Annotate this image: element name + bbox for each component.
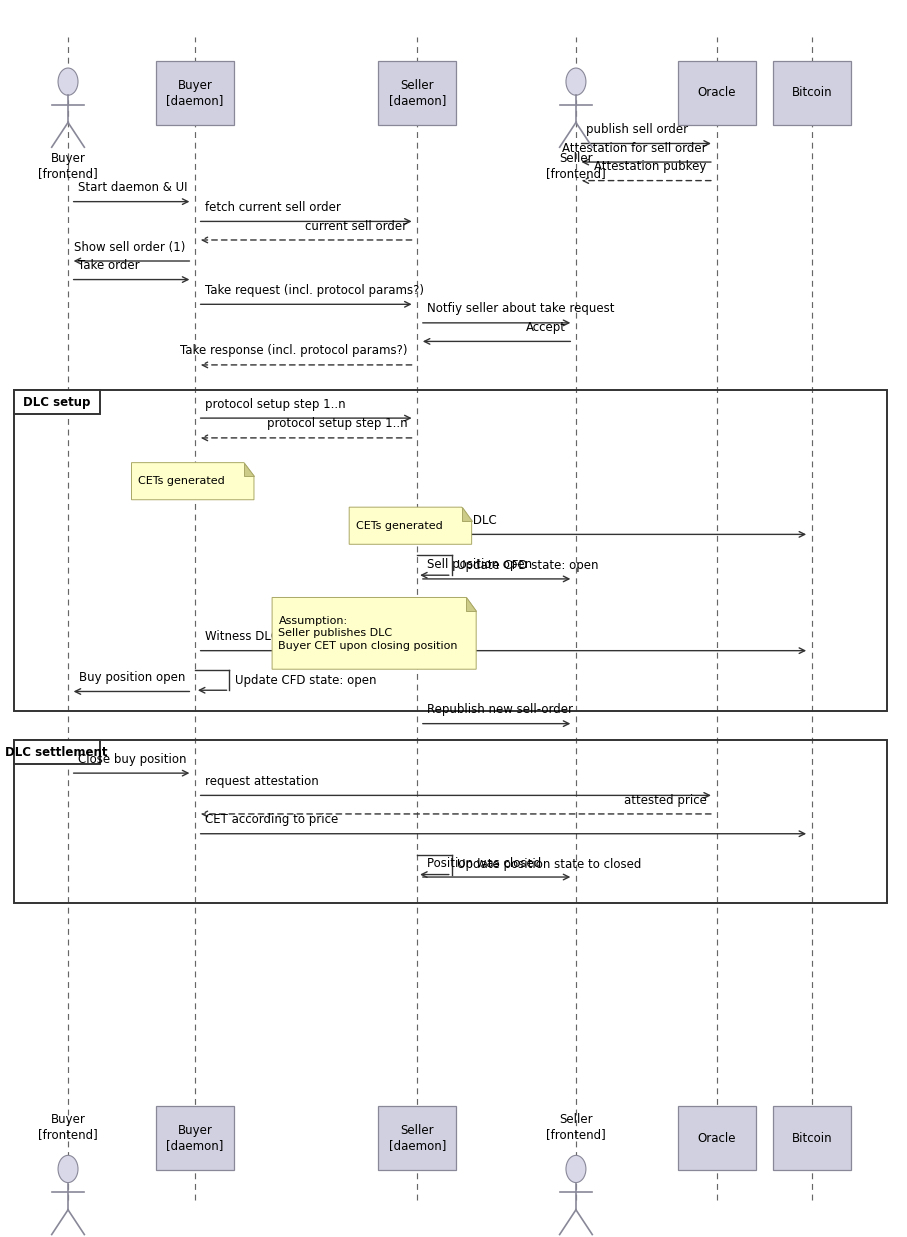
- Text: Start daemon & UI: Start daemon & UI: [78, 181, 188, 194]
- FancyBboxPatch shape: [378, 61, 456, 125]
- Text: Update position state to closed: Update position state to closed: [457, 858, 641, 871]
- Text: Take response (incl. protocol params?): Take response (incl. protocol params?): [180, 344, 407, 357]
- Polygon shape: [244, 463, 254, 476]
- Text: request attestation: request attestation: [205, 774, 318, 788]
- Text: Assumption:
Seller publishes DLC
Buyer CET upon closing position: Assumption: Seller publishes DLC Buyer C…: [278, 616, 458, 651]
- Text: DLC setup: DLC setup: [23, 396, 91, 408]
- Text: Close buy position: Close buy position: [78, 752, 187, 766]
- Text: Seller
[daemon]: Seller [daemon]: [388, 1124, 446, 1152]
- Text: Sell position open: Sell position open: [427, 558, 532, 571]
- FancyBboxPatch shape: [156, 1106, 234, 1170]
- Circle shape: [58, 1155, 78, 1183]
- Text: Update CFD state: open: Update CFD state: open: [235, 674, 376, 687]
- Text: Position was closed: Position was closed: [427, 856, 541, 870]
- Text: protocol setup step 1..n: protocol setup step 1..n: [267, 417, 407, 430]
- FancyBboxPatch shape: [678, 61, 756, 125]
- Text: Seller
[daemon]: Seller [daemon]: [388, 79, 446, 106]
- Polygon shape: [466, 597, 476, 611]
- Text: Bitcoin: Bitcoin: [792, 87, 832, 99]
- FancyBboxPatch shape: [773, 1106, 851, 1170]
- Text: publish sell order: publish sell order: [586, 122, 688, 136]
- Text: Accept: Accept: [526, 320, 566, 334]
- Text: Notfiy seller about take request: Notfiy seller about take request: [427, 302, 615, 315]
- Text: protocol setup step 1..n: protocol setup step 1..n: [205, 397, 346, 411]
- Polygon shape: [14, 740, 100, 764]
- Text: attested price: attested price: [624, 793, 707, 807]
- Text: Publish DLC: Publish DLC: [427, 513, 497, 527]
- FancyBboxPatch shape: [156, 61, 234, 125]
- Text: Buyer
[daemon]: Buyer [daemon]: [166, 79, 224, 106]
- Text: Seller
[frontend]: Seller [frontend]: [546, 152, 606, 181]
- Text: CETs generated: CETs generated: [356, 521, 443, 531]
- Text: Buyer
[daemon]: Buyer [daemon]: [166, 1124, 224, 1152]
- Text: CETs generated: CETs generated: [138, 476, 225, 486]
- Bar: [14, 390, 887, 711]
- Text: Seller
[frontend]: Seller [frontend]: [546, 1113, 606, 1142]
- Text: fetch current sell order: fetch current sell order: [205, 200, 341, 214]
- Text: current sell order: current sell order: [305, 219, 407, 233]
- Polygon shape: [349, 507, 472, 544]
- Text: Republish new sell-order: Republish new sell-order: [427, 703, 573, 716]
- Polygon shape: [462, 507, 472, 521]
- Text: Bitcoin: Bitcoin: [792, 1132, 832, 1144]
- Text: Buyer
[frontend]: Buyer [frontend]: [38, 1113, 98, 1142]
- Text: Witness DLC: Witness DLC: [205, 630, 279, 643]
- Text: Attestation pubkey: Attestation pubkey: [594, 160, 707, 173]
- Text: Attestation for sell order: Attestation for sell order: [562, 141, 707, 155]
- Text: Oracle: Oracle: [697, 1132, 736, 1144]
- Text: Take order: Take order: [78, 259, 140, 272]
- Text: Show sell order (1): Show sell order (1): [73, 240, 185, 254]
- Text: Buy position open: Buy position open: [79, 670, 185, 684]
- Text: Take request (incl. protocol params?): Take request (incl. protocol params?): [205, 283, 424, 297]
- Polygon shape: [272, 597, 476, 669]
- Text: Oracle: Oracle: [697, 87, 736, 99]
- Text: Update CFD state: open: Update CFD state: open: [457, 559, 599, 571]
- Text: DLC settlement: DLC settlement: [5, 746, 108, 758]
- FancyBboxPatch shape: [378, 1106, 456, 1170]
- Polygon shape: [132, 463, 254, 500]
- Text: CET according to price: CET according to price: [205, 813, 338, 826]
- FancyBboxPatch shape: [773, 61, 851, 125]
- Circle shape: [566, 1155, 586, 1183]
- Bar: [14, 740, 887, 903]
- FancyBboxPatch shape: [678, 1106, 756, 1170]
- Circle shape: [566, 68, 586, 95]
- Circle shape: [58, 68, 78, 95]
- Text: Buyer
[frontend]: Buyer [frontend]: [38, 152, 98, 181]
- Polygon shape: [14, 390, 100, 414]
